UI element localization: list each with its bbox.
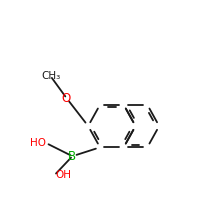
Text: HO: HO (30, 138, 46, 148)
Text: OH: OH (56, 170, 72, 180)
Text: CH₃: CH₃ (41, 71, 60, 81)
Text: B: B (68, 150, 76, 163)
Text: O: O (62, 92, 71, 105)
